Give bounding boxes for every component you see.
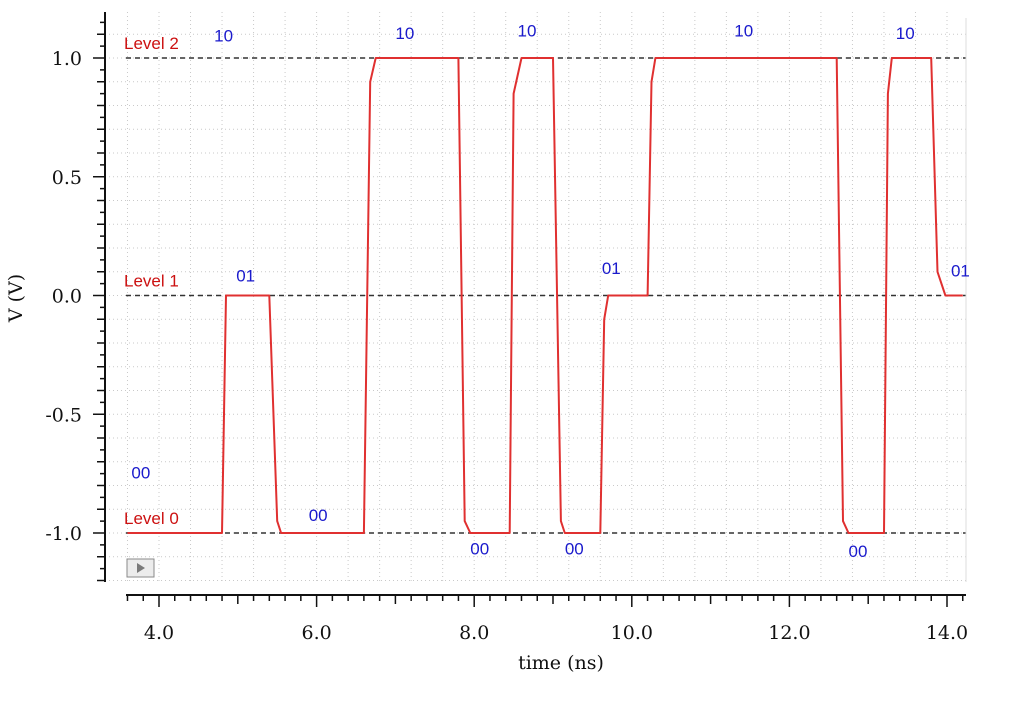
annotation-group: Level 2 Level 1 Level 0 10 10 10 10 10 01 01 01 00 0… bbox=[124, 22, 970, 561]
code-label: 00 bbox=[131, 463, 150, 482]
axes-frame bbox=[104, 12, 967, 596]
series-line-0 bbox=[127, 57, 963, 534]
y-tick-label: 0.0 bbox=[52, 286, 82, 308]
code-label: 10 bbox=[734, 22, 753, 41]
code-label: 00 bbox=[470, 539, 489, 558]
code-label: 10 bbox=[896, 24, 915, 43]
y-tick-label: -1.0 bbox=[45, 523, 82, 545]
y-axis-title: V (V) bbox=[5, 274, 27, 323]
x-axis: 4.0 6.0 8.0 10.0 12.0 14.0 bbox=[126, 595, 968, 644]
code-label: 00 bbox=[565, 539, 584, 558]
code-label: 00 bbox=[849, 542, 868, 561]
code-label: 10 bbox=[395, 24, 414, 43]
y-tick-label: -0.5 bbox=[45, 404, 82, 426]
x-tick-label: 14.0 bbox=[926, 622, 968, 644]
x-axis-title: time (ns) bbox=[518, 652, 604, 674]
x-tick-label: 10.0 bbox=[611, 622, 653, 644]
x-tick-label: 12.0 bbox=[768, 622, 810, 644]
x-tick-label: 4.0 bbox=[144, 622, 174, 644]
play-icon[interactable] bbox=[126, 558, 155, 578]
level-label-0: Level 2 bbox=[124, 34, 179, 53]
code-label: 10 bbox=[214, 26, 233, 45]
level-label-2: Level 0 bbox=[124, 509, 179, 528]
x-tick-label: 8.0 bbox=[459, 622, 489, 644]
series-group bbox=[127, 57, 963, 534]
code-label: 00 bbox=[309, 506, 328, 525]
code-label: 01 bbox=[236, 266, 255, 285]
level-label-1: Level 1 bbox=[124, 272, 179, 291]
grid bbox=[105, 12, 966, 582]
code-label: 10 bbox=[518, 22, 537, 41]
y-axis: 1.0 0.5 0.0 -0.5 -1.0 bbox=[45, 21, 105, 582]
y-tick-label: 1.0 bbox=[52, 48, 82, 70]
x-tick-label: 6.0 bbox=[301, 622, 331, 644]
code-label: 01 bbox=[602, 259, 621, 278]
y-tick-label: 0.5 bbox=[52, 167, 82, 189]
code-label: 01 bbox=[951, 262, 970, 281]
